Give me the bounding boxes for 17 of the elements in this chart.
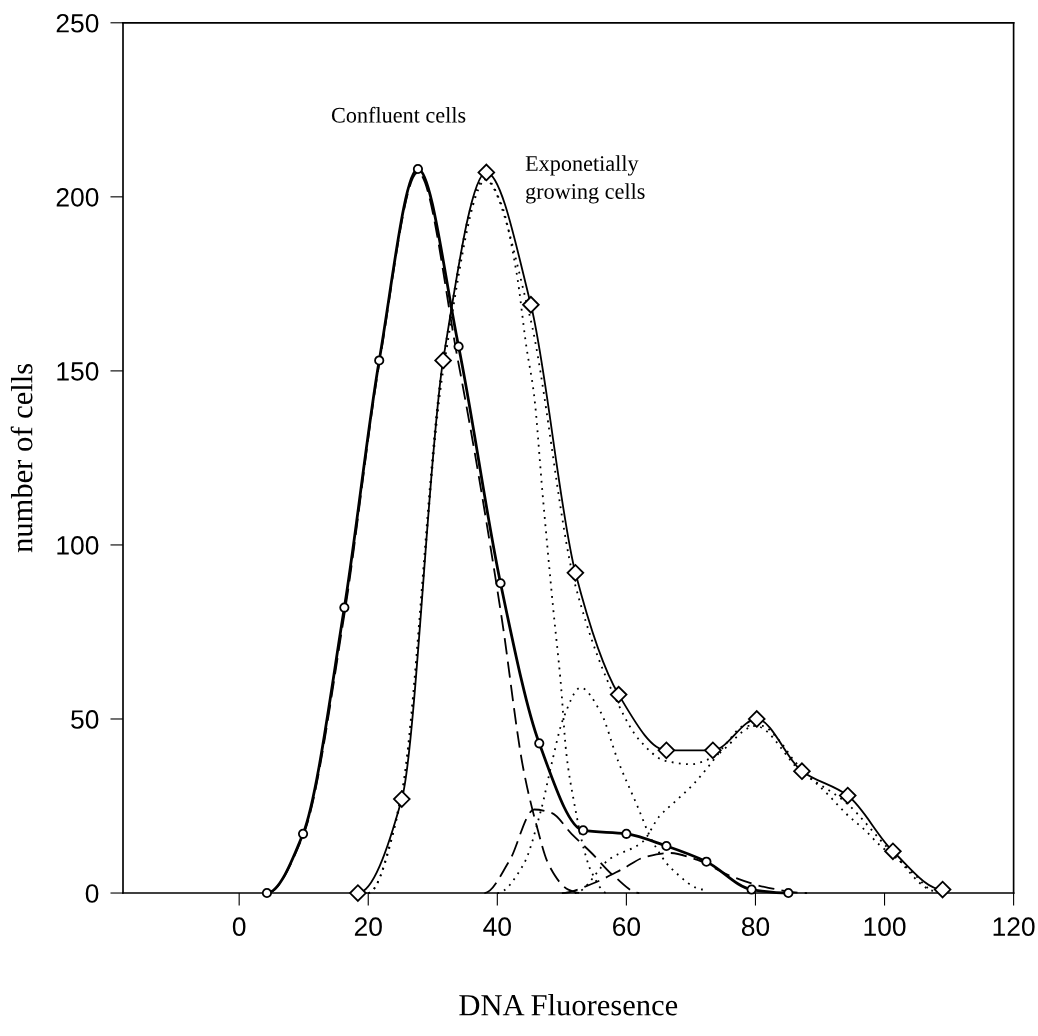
text: Confluent cells [331,106,466,123]
x-tick-label: 80 [741,917,770,937]
x-tick-label: 40 [483,917,511,937]
x-axis-title: DNA Fluoresence [459,994,678,1016]
y-tick-label: 250 [56,13,99,33]
series-label: Exponetially growing cells [525,155,645,204]
y-tick-label: 50 [71,710,99,729]
y-tick-label: 200 [56,187,99,207]
x-tick-label: 0 [232,917,246,937]
y-axis-title: number of cells [10,363,33,553]
y-tick-label: 0 [85,884,99,903]
x-tick-label: 20 [354,917,382,937]
y-tick-label: 100 [57,536,99,555]
y-tick-label: 150 [57,362,99,381]
x-tick-label: 60 [613,917,641,937]
x-tick-label: 100 [864,917,906,937]
x-tick-label: 120 [993,917,1035,937]
